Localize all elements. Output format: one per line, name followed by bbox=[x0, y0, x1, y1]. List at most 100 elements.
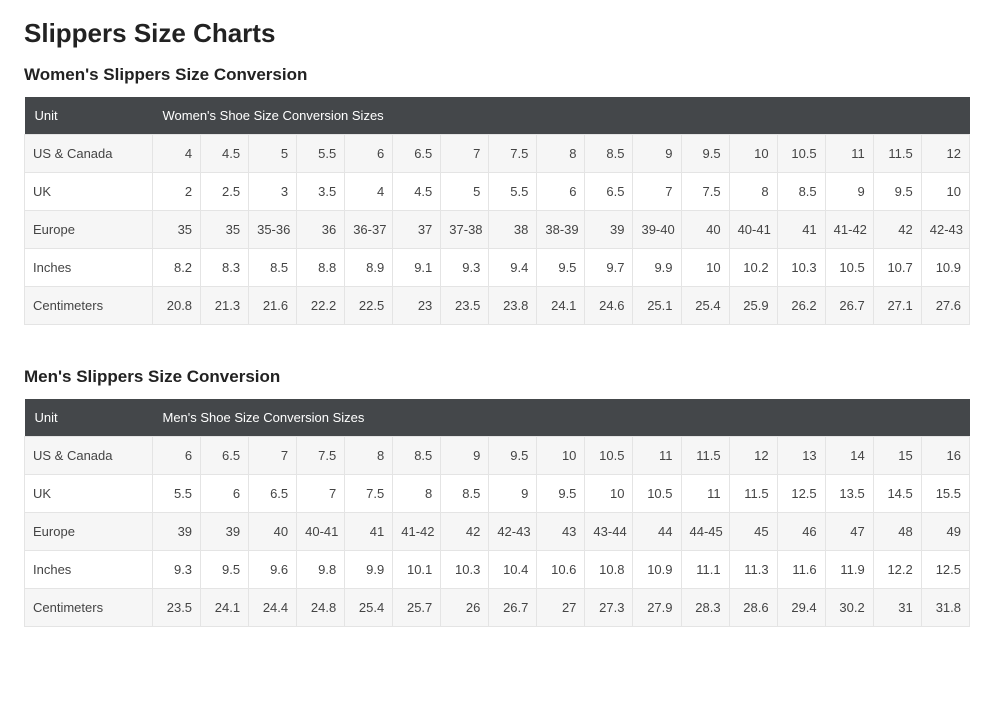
size-cell: 10.3 bbox=[777, 249, 825, 287]
page-root: Slippers Size Charts Women's Slippers Si… bbox=[0, 0, 994, 657]
size-cell: 15 bbox=[873, 437, 921, 475]
size-cell: 9.8 bbox=[297, 551, 345, 589]
size-cell: 11.6 bbox=[777, 551, 825, 589]
table-row: US & Canada44.555.566.577.588.599.51010.… bbox=[25, 135, 970, 173]
size-cell: 30.2 bbox=[825, 589, 873, 627]
row-label: Europe bbox=[25, 513, 153, 551]
size-cell: 9.5 bbox=[537, 249, 585, 287]
size-cell: 11 bbox=[825, 135, 873, 173]
size-cell: 10 bbox=[921, 173, 969, 211]
size-cell: 16 bbox=[921, 437, 969, 475]
size-cell: 36 bbox=[297, 211, 345, 249]
size-cell: 43 bbox=[537, 513, 585, 551]
size-cell: 35 bbox=[201, 211, 249, 249]
size-cell: 10.5 bbox=[585, 437, 633, 475]
size-cell: 9.5 bbox=[489, 437, 537, 475]
size-cell: 7 bbox=[249, 437, 297, 475]
size-cell: 42 bbox=[873, 211, 921, 249]
size-cell: 21.3 bbox=[201, 287, 249, 325]
size-cell: 12.5 bbox=[777, 475, 825, 513]
size-cell: 5 bbox=[441, 173, 489, 211]
size-cell: 10 bbox=[585, 475, 633, 513]
table-row: UK5.566.577.588.599.51010.51111.512.513.… bbox=[25, 475, 970, 513]
header-span-label: Women's Shoe Size Conversion Sizes bbox=[153, 97, 970, 135]
header-unit-label: Unit bbox=[25, 97, 153, 135]
size-cell: 5.5 bbox=[297, 135, 345, 173]
size-cell: 11.1 bbox=[681, 551, 729, 589]
size-cell: 22.5 bbox=[345, 287, 393, 325]
size-cell: 37-38 bbox=[441, 211, 489, 249]
size-cell: 39 bbox=[585, 211, 633, 249]
size-cell: 6.5 bbox=[393, 135, 441, 173]
size-cell: 23.5 bbox=[441, 287, 489, 325]
size-cell: 9.3 bbox=[441, 249, 489, 287]
size-cell: 6.5 bbox=[249, 475, 297, 513]
size-cell: 9.5 bbox=[201, 551, 249, 589]
size-cell: 8 bbox=[345, 437, 393, 475]
size-cell: 40 bbox=[681, 211, 729, 249]
size-cell: 37 bbox=[393, 211, 441, 249]
size-cell: 10.5 bbox=[633, 475, 681, 513]
size-cell: 9.6 bbox=[249, 551, 297, 589]
size-cell: 7.5 bbox=[345, 475, 393, 513]
size-table-mens: UnitMen's Shoe Size Conversion SizesUS &… bbox=[24, 399, 970, 627]
size-cell: 36-37 bbox=[345, 211, 393, 249]
size-cell: 6 bbox=[345, 135, 393, 173]
size-cell: 27.3 bbox=[585, 589, 633, 627]
size-cell: 41 bbox=[777, 211, 825, 249]
size-cell: 25.4 bbox=[345, 589, 393, 627]
size-cell: 23.5 bbox=[153, 589, 201, 627]
size-cell: 9 bbox=[441, 437, 489, 475]
size-cell: 46 bbox=[777, 513, 825, 551]
size-cell: 26 bbox=[441, 589, 489, 627]
sections-container: Women's Slippers Size ConversionUnitWome… bbox=[24, 65, 970, 627]
size-cell: 11.5 bbox=[729, 475, 777, 513]
size-cell: 11.3 bbox=[729, 551, 777, 589]
row-label: Inches bbox=[25, 551, 153, 589]
size-cell: 39-40 bbox=[633, 211, 681, 249]
size-cell: 10.9 bbox=[633, 551, 681, 589]
size-cell: 13 bbox=[777, 437, 825, 475]
size-cell: 7 bbox=[633, 173, 681, 211]
size-cell: 9.1 bbox=[393, 249, 441, 287]
size-cell: 7.5 bbox=[297, 437, 345, 475]
size-cell: 10 bbox=[681, 249, 729, 287]
size-cell: 9.9 bbox=[345, 551, 393, 589]
size-cell: 9 bbox=[825, 173, 873, 211]
size-cell: 4 bbox=[153, 135, 201, 173]
size-cell: 40-41 bbox=[297, 513, 345, 551]
size-cell: 35 bbox=[153, 211, 201, 249]
size-cell: 8.5 bbox=[777, 173, 825, 211]
size-cell: 27.1 bbox=[873, 287, 921, 325]
size-cell: 5.5 bbox=[153, 475, 201, 513]
size-cell: 27.6 bbox=[921, 287, 969, 325]
size-cell: 47 bbox=[825, 513, 873, 551]
size-cell: 11 bbox=[681, 475, 729, 513]
size-section-mens: Men's Slippers Size ConversionUnitMen's … bbox=[24, 367, 970, 627]
size-section-womens: Women's Slippers Size ConversionUnitWome… bbox=[24, 65, 970, 325]
size-cell: 12.5 bbox=[921, 551, 969, 589]
size-cell: 12 bbox=[729, 437, 777, 475]
size-cell: 8.5 bbox=[393, 437, 441, 475]
size-cell: 22.2 bbox=[297, 287, 345, 325]
header-span-label: Men's Shoe Size Conversion Sizes bbox=[153, 399, 970, 437]
row-label: US & Canada bbox=[25, 437, 153, 475]
size-cell: 9.7 bbox=[585, 249, 633, 287]
size-cell: 9.9 bbox=[633, 249, 681, 287]
size-cell: 28.6 bbox=[729, 589, 777, 627]
size-cell: 2 bbox=[153, 173, 201, 211]
size-cell: 9 bbox=[633, 135, 681, 173]
size-cell: 11 bbox=[633, 437, 681, 475]
size-cell: 8 bbox=[729, 173, 777, 211]
size-cell: 49 bbox=[921, 513, 969, 551]
size-cell: 24.1 bbox=[537, 287, 585, 325]
table-row: Inches9.39.59.69.89.910.110.310.410.610.… bbox=[25, 551, 970, 589]
size-cell: 28.3 bbox=[681, 589, 729, 627]
size-cell: 41-42 bbox=[393, 513, 441, 551]
size-cell: 10.3 bbox=[441, 551, 489, 589]
size-cell: 10.7 bbox=[873, 249, 921, 287]
size-cell: 14.5 bbox=[873, 475, 921, 513]
size-cell: 25.4 bbox=[681, 287, 729, 325]
row-label: Europe bbox=[25, 211, 153, 249]
size-cell: 31 bbox=[873, 589, 921, 627]
